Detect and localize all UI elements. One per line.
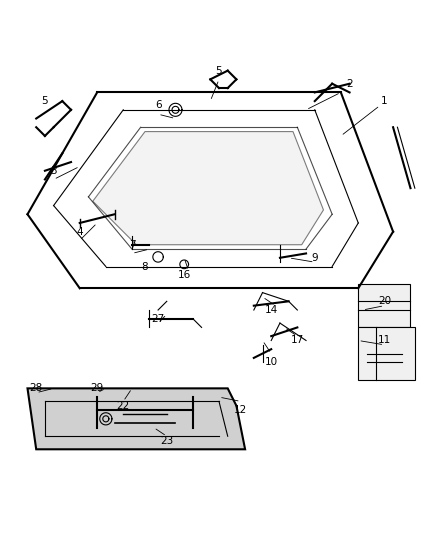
Text: 10: 10 [265,357,278,367]
Text: 6: 6 [155,100,161,110]
Polygon shape [28,389,245,449]
Text: 8: 8 [142,262,148,271]
Text: 28: 28 [30,383,43,393]
FancyBboxPatch shape [358,327,415,379]
Text: 20: 20 [378,296,391,306]
Text: 7: 7 [129,240,135,250]
Text: 9: 9 [311,253,318,263]
Text: 22: 22 [117,401,130,411]
Text: 11: 11 [378,335,391,345]
Polygon shape [93,132,323,245]
Text: 23: 23 [160,435,173,446]
Text: 17: 17 [291,335,304,345]
Text: 14: 14 [265,305,278,315]
Text: 16: 16 [177,270,191,280]
Text: 2: 2 [346,79,353,88]
Text: 3: 3 [50,166,57,176]
Text: 12: 12 [234,405,247,415]
Text: 4: 4 [76,227,83,237]
Text: 5: 5 [215,66,223,76]
Text: 27: 27 [152,314,165,324]
FancyBboxPatch shape [358,284,410,327]
Text: 1: 1 [381,96,388,106]
Text: 29: 29 [91,383,104,393]
Text: 5: 5 [42,96,48,106]
